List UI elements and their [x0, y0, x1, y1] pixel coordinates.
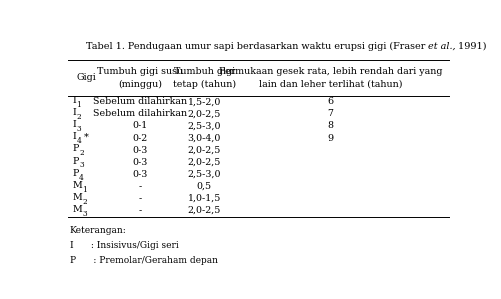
- Text: Sebelum dilahirkan: Sebelum dilahirkan: [93, 109, 187, 118]
- Text: I: I: [73, 108, 77, 117]
- Text: 2,0-2,5: 2,0-2,5: [188, 146, 221, 155]
- Text: Permukaan gesek rata, lebih rendah dari yang: Permukaan gesek rata, lebih rendah dari …: [219, 67, 442, 76]
- Text: I: I: [73, 120, 77, 129]
- Text: 0-2: 0-2: [133, 134, 148, 143]
- Text: -: -: [139, 194, 142, 203]
- Text: et al.,: et al.,: [428, 42, 455, 51]
- Text: 2: 2: [77, 113, 81, 121]
- Text: 3,0-4,0: 3,0-4,0: [188, 134, 221, 143]
- Text: Tumbuh gigi susu: Tumbuh gigi susu: [97, 67, 183, 76]
- Text: 4: 4: [77, 137, 81, 145]
- Text: I: I: [73, 132, 77, 141]
- Text: I      : Insisivus/Gigi seri: I : Insisivus/Gigi seri: [70, 241, 178, 250]
- Text: 6: 6: [328, 97, 334, 106]
- Text: 0,5: 0,5: [197, 182, 212, 191]
- Text: 2,5-3,0: 2,5-3,0: [187, 170, 221, 179]
- Text: 2,5-3,0: 2,5-3,0: [187, 121, 221, 130]
- Text: 1: 1: [83, 186, 87, 194]
- Text: 4: 4: [79, 173, 84, 181]
- Text: 2,0-2,5: 2,0-2,5: [188, 158, 221, 167]
- Text: Sebelum dilahirkan: Sebelum dilahirkan: [93, 97, 187, 106]
- Text: 2: 2: [83, 198, 87, 206]
- Text: 2,0-2,5: 2,0-2,5: [188, 206, 221, 215]
- Text: 9: 9: [328, 134, 334, 143]
- Text: P: P: [73, 144, 79, 153]
- Text: 2,0-2,5: 2,0-2,5: [188, 109, 221, 118]
- Text: (minggu): (minggu): [118, 80, 162, 89]
- Text: 0-3: 0-3: [133, 158, 148, 167]
- Text: Tumbuh gigi: Tumbuh gigi: [174, 67, 235, 76]
- Text: 0-1: 0-1: [133, 121, 148, 130]
- Text: 1991): 1991): [455, 42, 487, 51]
- Text: P: P: [73, 169, 79, 178]
- Text: -: -: [139, 182, 142, 191]
- Text: Gigi: Gigi: [77, 73, 97, 83]
- Text: *: *: [84, 132, 88, 141]
- Text: 3: 3: [83, 210, 87, 218]
- Text: 3: 3: [77, 125, 81, 133]
- Text: M: M: [73, 193, 83, 202]
- Text: 0-3: 0-3: [133, 170, 148, 179]
- Text: 0-3: 0-3: [133, 146, 148, 155]
- Text: P: P: [73, 157, 79, 166]
- Text: 1: 1: [77, 101, 81, 109]
- Text: Keterangan:: Keterangan:: [70, 226, 126, 235]
- Text: 3: 3: [79, 161, 84, 170]
- Text: 2: 2: [79, 150, 84, 157]
- Text: 1,0-1,5: 1,0-1,5: [188, 194, 221, 203]
- Text: M: M: [73, 205, 83, 214]
- Text: lain dan leher terlihat (tahun): lain dan leher terlihat (tahun): [259, 80, 402, 89]
- Text: tetap (tahun): tetap (tahun): [173, 80, 236, 89]
- Text: 8: 8: [328, 121, 334, 130]
- Text: 7: 7: [328, 109, 334, 118]
- Text: I: I: [73, 96, 77, 105]
- Text: M: M: [73, 181, 83, 190]
- Text: P      : Premolar/Geraham depan: P : Premolar/Geraham depan: [70, 256, 217, 265]
- Text: -: -: [139, 206, 142, 215]
- Text: Tabel 1. Pendugaan umur sapi berdasarkan waktu erupsi gigi (Fraser: Tabel 1. Pendugaan umur sapi berdasarkan…: [86, 42, 428, 51]
- Text: 1,5-2,0: 1,5-2,0: [188, 97, 221, 106]
